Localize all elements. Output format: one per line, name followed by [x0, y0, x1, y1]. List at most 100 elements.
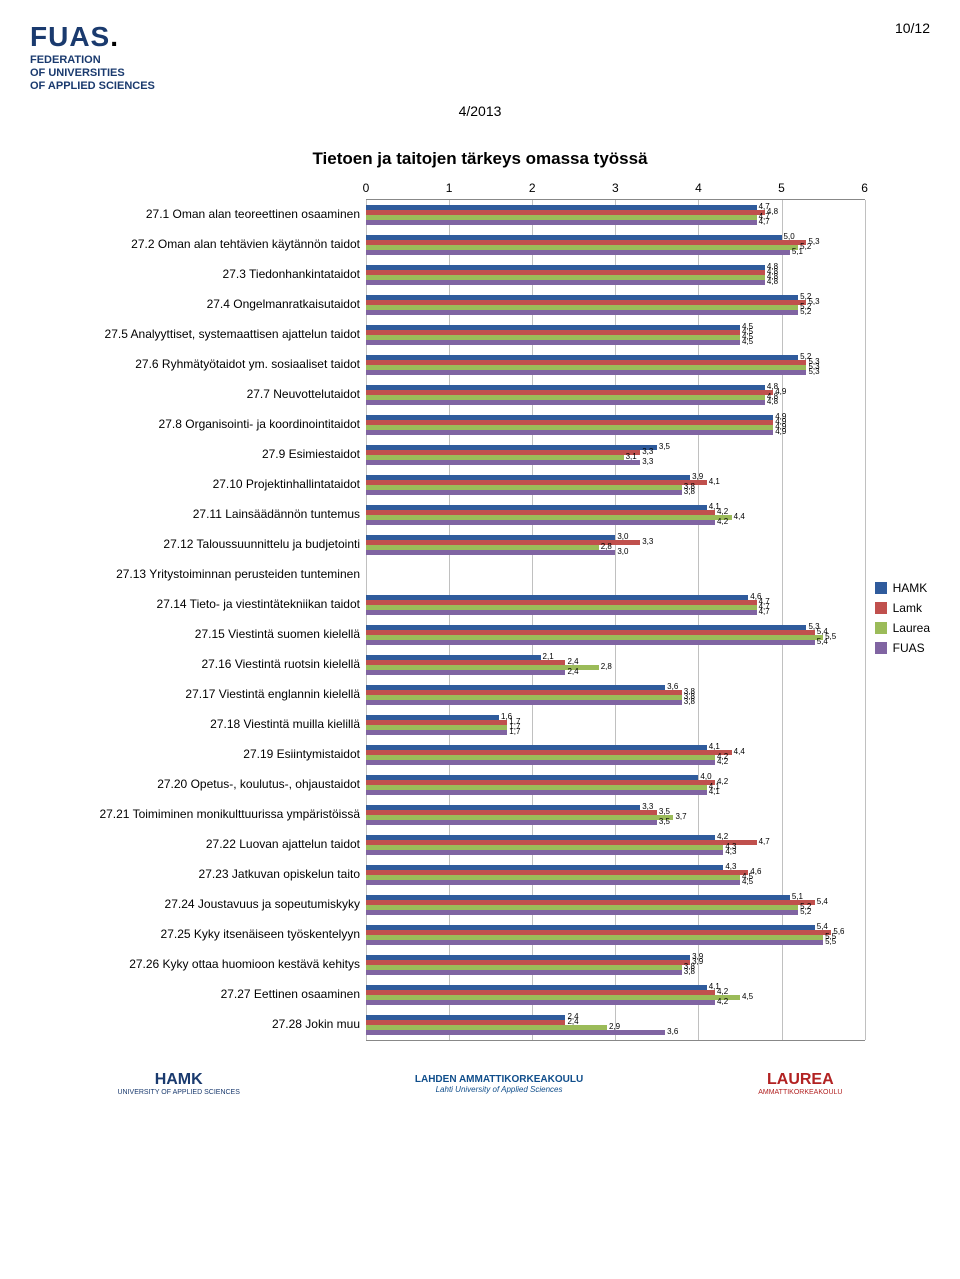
category-label: 27.20 Opetus-, koulutus-, ohjaustaidot	[30, 769, 360, 799]
category-label: 27.13 Yritystoiminnan perusteiden tuntem…	[30, 559, 360, 589]
logo-uni: OF UNIVERSITIES	[30, 67, 155, 80]
footer-logo-laurea: LAUREA AMMATTIKORKEAKOULU	[758, 1071, 842, 1096]
bar-value: 3,3	[640, 457, 653, 466]
bar-value: 3,8	[682, 487, 695, 496]
legend: HAMK Lamk Laurea FUAS	[875, 581, 930, 661]
category-label: 27.3 Tiedonhankintataidot	[30, 259, 360, 289]
bar-value: 4,8	[765, 397, 778, 406]
bar-group: 4,74,84,74,7	[366, 200, 865, 230]
bar-group: 3,94,13,83,8	[366, 470, 865, 500]
category-label: 27.1 Oman alan teoreettinen osaaminen	[30, 199, 360, 229]
bar-value: 5,2	[798, 907, 811, 916]
bar-value: 5,3	[806, 367, 819, 376]
legend-item: Lamk	[875, 601, 930, 615]
category-label: 27.8 Organisointi- ja koordinointitaidot	[30, 409, 360, 439]
bar-group	[366, 560, 865, 590]
footer-hamk: HAMK	[117, 1071, 239, 1089]
bar-group: 5,25,35,25,2	[366, 290, 865, 320]
bar-group: 5,15,45,25,2	[366, 890, 865, 920]
gridline	[865, 200, 866, 1040]
bar: 5,3	[366, 370, 806, 375]
bar-value: 3,3	[640, 447, 653, 456]
category-label: 27.9 Esimiestaidot	[30, 439, 360, 469]
bar: 4,2	[366, 760, 715, 765]
category-label: 27.25 Kyky itsenäiseen työskentelyyn	[30, 919, 360, 949]
bar-group: 4,84,84,84,8	[366, 260, 865, 290]
bar-value: 3,8	[682, 967, 695, 976]
bar-group: 4,14,24,44,2	[366, 500, 865, 530]
bar-value: 4,5	[740, 337, 753, 346]
legend-swatch	[875, 642, 887, 654]
bar-value: 3,6	[665, 1027, 678, 1036]
bar: 5,1	[366, 250, 790, 255]
legend-label: HAMK	[893, 581, 928, 595]
legend-label: Laurea	[893, 621, 930, 635]
bar-value: 3,3	[640, 537, 653, 546]
legend-item: Laurea	[875, 621, 930, 635]
category-label: 27.2 Oman alan tehtävien käytännön taido…	[30, 229, 360, 259]
bar-group: 4,04,24,14,1	[366, 770, 865, 800]
bar: 4,3	[366, 850, 723, 855]
bar-group: 3,93,93,83,8	[366, 950, 865, 980]
bar: 4,2	[366, 520, 715, 525]
bar-group: 5,25,35,35,3	[366, 350, 865, 380]
bar-group: 4,54,54,54,5	[366, 320, 865, 350]
bar-group: 5,45,65,55,5	[366, 920, 865, 950]
footer-laurea-sub: AMMATTIKORKEAKOULU	[758, 1089, 842, 1096]
plot-area: 4,74,84,74,75,05,35,25,14,84,84,84,85,25…	[366, 199, 865, 1041]
chart: 27.1 Oman alan teoreettinen osaaminen27.…	[30, 181, 865, 1041]
bar-value: 4,3	[723, 847, 736, 856]
bar-value: 4,4	[732, 512, 745, 521]
bar-group: 3,03,32,83,0	[366, 530, 865, 560]
bar: 3,3	[366, 460, 640, 465]
legend-label: Lamk	[893, 601, 922, 615]
bar: 3,0	[366, 550, 615, 555]
bar: 4,2	[366, 1000, 715, 1005]
footer-logo-lahti: LAHDEN AMMATTIKORKEAKOULU Lahti Universi…	[415, 1074, 583, 1094]
bar: 4,8	[366, 280, 765, 285]
bar: 5,2	[366, 910, 798, 915]
bar: 4,7	[366, 610, 757, 615]
bar: 3,8	[366, 490, 682, 495]
bar-value: 2,4	[565, 667, 578, 676]
category-label: 27.16 Viestintä ruotsin kielellä	[30, 649, 360, 679]
bar-value: 3,7	[673, 812, 686, 821]
bar: 3,8	[366, 700, 682, 705]
footer-logos: HAMK UNIVERSITY OF APPLIED SCIENCES LAHD…	[30, 1071, 930, 1096]
header-row: FUAS. FEDERATION OF UNIVERSITIES OF APPL…	[30, 20, 930, 93]
category-label: 27.23 Jatkuvan opiskelun taito	[30, 859, 360, 889]
category-label: 27.19 Esiintymistaidot	[30, 739, 360, 769]
bar: 4,7	[366, 220, 757, 225]
bar-value: 4,1	[707, 477, 720, 486]
bar-value: 5,1	[790, 247, 803, 256]
logo-fuas: FUAS. FEDERATION OF UNIVERSITIES OF APPL…	[30, 20, 155, 93]
page-number: 10/12	[895, 20, 930, 36]
x-tick: 2	[529, 181, 536, 195]
footer-lahti: LAHDEN AMMATTIKORKEAKOULU	[415, 1074, 583, 1085]
bar: 3,5	[366, 820, 657, 825]
bar-group: 5,05,35,25,1	[366, 230, 865, 260]
bar-value: 4,9	[773, 427, 786, 436]
bar: 5,2	[366, 310, 798, 315]
bar-value: 3,8	[682, 697, 695, 706]
labels-col: 27.1 Oman alan teoreettinen osaaminen27.…	[30, 181, 366, 1041]
bar: 4,5	[366, 880, 740, 885]
bar-value: 4,8	[765, 277, 778, 286]
footer-logo-hamk: HAMK UNIVERSITY OF APPLIED SCIENCES	[117, 1071, 239, 1096]
bar-value: 3,5	[657, 817, 670, 826]
bar-group: 4,84,94,84,8	[366, 380, 865, 410]
bar-value: 3,5	[657, 442, 670, 451]
x-tick: 0	[363, 181, 370, 195]
x-tick: 4	[695, 181, 702, 195]
bar-value: 4,2	[715, 757, 728, 766]
category-label: 27.4 Ongelmanratkaisutaidot	[30, 289, 360, 319]
legend-item: FUAS	[875, 641, 930, 655]
x-axis: 0123456	[366, 181, 865, 199]
bar: 5,4	[366, 640, 815, 645]
bar-value: 5,5	[823, 937, 836, 946]
category-label: 27.11 Lainsäädännön tuntemus	[30, 499, 360, 529]
bar: 5,5	[366, 940, 823, 945]
legend-label: FUAS	[893, 641, 925, 655]
bar-value: 4,7	[757, 607, 770, 616]
bar-value: 4,5	[740, 877, 753, 886]
